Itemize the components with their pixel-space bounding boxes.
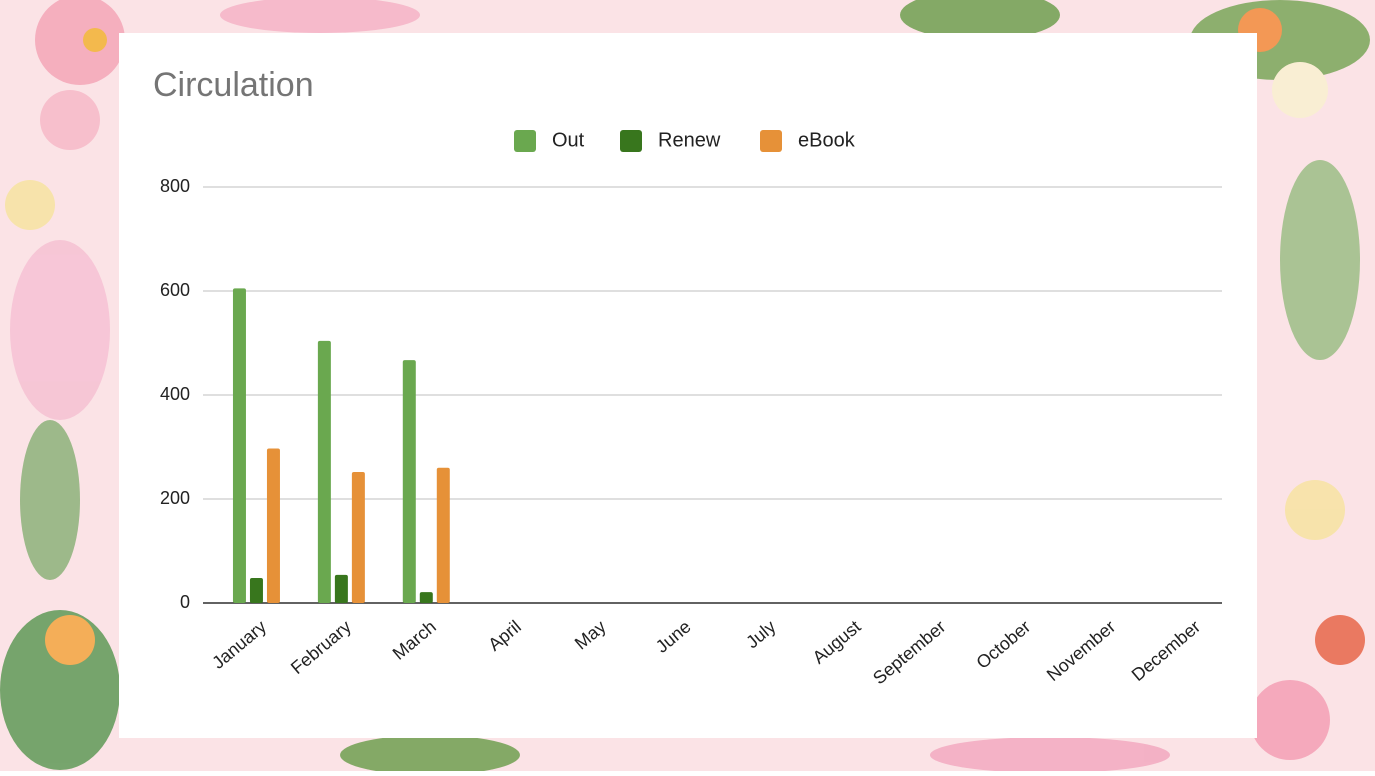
legend-swatch [620, 130, 642, 152]
bar [351, 471, 365, 603]
bar [436, 467, 450, 603]
bar [334, 574, 348, 603]
bar [249, 578, 263, 603]
bar [232, 288, 246, 603]
legend-swatch [514, 130, 536, 152]
y-tick-label: 800 [160, 176, 190, 196]
bar [266, 448, 280, 603]
legend-label: Renew [658, 129, 721, 151]
y-tick-label: 200 [160, 488, 190, 508]
bar [402, 360, 416, 603]
chart-card [119, 33, 1257, 738]
bar [317, 340, 331, 603]
chart-title: Circulation [153, 66, 314, 104]
y-tick-label: 0 [180, 592, 190, 612]
y-tick-label: 400 [160, 384, 190, 404]
legend-label: eBook [798, 129, 856, 151]
y-tick-label: 600 [160, 280, 190, 300]
legend-label: Out [552, 129, 585, 151]
bar [419, 592, 433, 603]
legend-swatch [760, 130, 782, 152]
